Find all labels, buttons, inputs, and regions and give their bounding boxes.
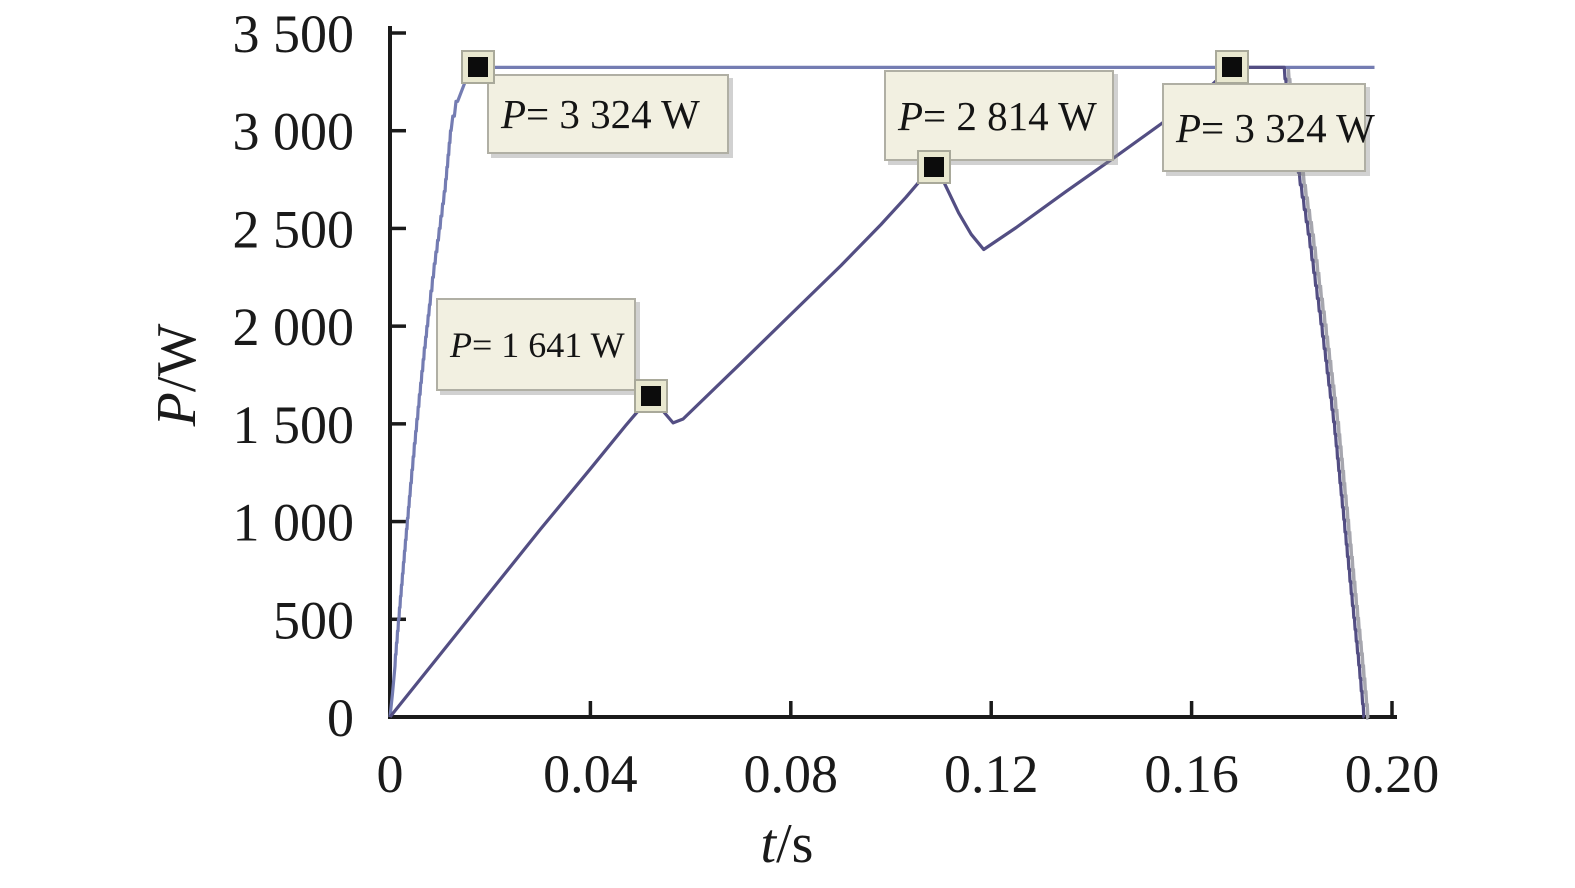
series-2-fall-shadow	[1286, 68, 1370, 720]
annotation-variable: P	[1176, 104, 1202, 151]
annotation-variable: P	[898, 92, 924, 139]
annotation-box-p2814: P = 2 814 W	[884, 70, 1114, 161]
marker-square-icon	[1221, 57, 1242, 78]
x-axis-unit: /s	[776, 813, 814, 875]
data-point-marker-p3324-first	[460, 50, 495, 85]
x-axis-title: t/s	[707, 812, 867, 876]
annotation-value: = 3 324 W	[526, 91, 700, 137]
marker-square-icon	[640, 386, 661, 407]
y-tick-label: 3 500	[233, 4, 355, 64]
y-tick-label: 0	[327, 688, 354, 748]
y-axis-title: P/W	[145, 295, 209, 455]
annotation-box-p3324-first: P = 3 324 W	[487, 74, 729, 154]
x-tick-label: 0	[377, 744, 404, 804]
annotation-value: = 2 814 W	[923, 92, 1097, 139]
x-axis-variable: t	[760, 813, 777, 875]
x-tick-label: 0.12	[944, 744, 1039, 804]
x-tick-label: 0.16	[1144, 744, 1239, 804]
annotation-variable: P	[501, 91, 527, 137]
y-tick-label: 1 000	[233, 493, 355, 553]
data-point-marker-p3324-second	[1214, 50, 1249, 85]
series-1-line	[388, 65, 1375, 718]
annotation-value: = 3 324 W	[1201, 104, 1375, 151]
annotation-variable: P	[450, 324, 472, 365]
annotation-box-p3324-second: P = 3 324 W	[1162, 83, 1375, 172]
y-tick-label: 2 000	[233, 297, 355, 357]
series-2-line	[388, 65, 1366, 719]
y-axis-unit: /W	[146, 323, 208, 393]
y-tick-label: 1 500	[233, 395, 355, 455]
data-point-marker-p2814	[916, 150, 951, 185]
x-tick-label: 0.08	[744, 744, 839, 804]
data-point-marker-p1641	[633, 379, 668, 414]
x-tick-label: 0.20	[1345, 744, 1440, 804]
y-tick-label: 500	[273, 590, 354, 650]
annotation-box-p1641: P = 1 641 W	[436, 298, 636, 391]
y-tick-label: 3 000	[233, 102, 355, 162]
marker-square-icon	[467, 57, 488, 78]
y-tick-label: 2 500	[233, 199, 355, 259]
x-tick-label: 0.04	[543, 744, 638, 804]
marker-square-icon	[923, 157, 944, 178]
y-axis-variable: P	[146, 392, 208, 427]
annotation-value: = 1 641 W	[472, 324, 625, 365]
